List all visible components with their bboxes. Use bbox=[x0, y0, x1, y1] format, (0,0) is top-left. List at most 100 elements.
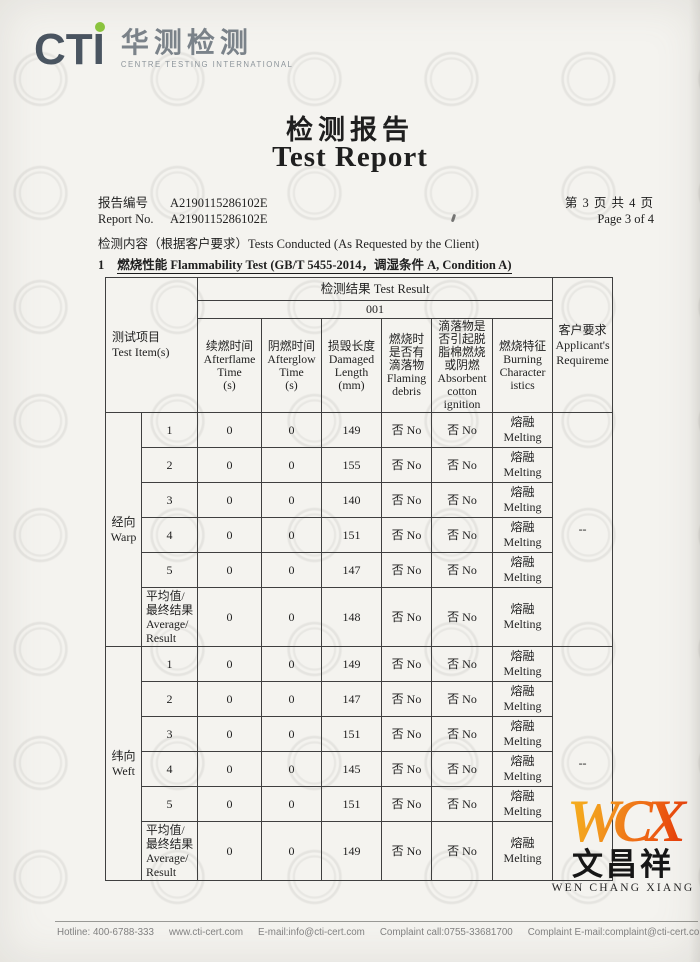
header-absorbent-cotton: 滴落物是 否引起脱 脂棉燃烧 或阴燃 Absorbent cotton igni… bbox=[431, 318, 494, 413]
footer-contact-bar: Hotline: 400-6788-333 www.cti-cert.com E… bbox=[57, 927, 700, 938]
specimen-label-cell: 1 bbox=[140, 412, 199, 448]
table-row: 平均值/ 最终结果 Average/ Result 0 0 149 否 No 否… bbox=[106, 821, 613, 881]
test-result-table-wrap: 测试项目 Test Item(s) 检测结果 Test Result 客户要求 … bbox=[104, 277, 614, 881]
table-row: 纬向 Weft 1 0 0 149 否 No 否 No 熔融 Melting -… bbox=[105, 646, 614, 881]
damaged-length-cell: 151 bbox=[321, 786, 383, 822]
report-no-row-cn: 报告编号 A2190115286102E bbox=[98, 195, 654, 211]
header-flaming-debris: 燃烧时 是否有 滴落物 Flaming debris bbox=[381, 318, 433, 413]
afterflame-cell: 0 bbox=[197, 646, 263, 682]
page-indicator: 第 3 页 共 4 页 Page 3 of 4 bbox=[565, 195, 654, 227]
absorbent-cotton-cell: 否 No bbox=[431, 587, 494, 647]
burning-cell: 熔融 Melting bbox=[492, 587, 554, 647]
report-title-english: Test Report bbox=[272, 141, 428, 173]
afterglow-cell: 0 bbox=[261, 681, 323, 717]
flaming-debris-cell: 否 No bbox=[381, 821, 433, 881]
table-row: 续燃时间 Afterflame Time (s) 阴燃时间 Afterglow … bbox=[106, 318, 613, 413]
afterglow-cell: 0 bbox=[261, 646, 323, 682]
burning-cell: 熔融 Melting bbox=[492, 552, 554, 588]
absorbent-cotton-cell: 否 No bbox=[431, 716, 494, 752]
table-row: 经向 Warp 1 0 0 149 否 No 否 No 熔融 Melting -… bbox=[105, 412, 614, 647]
absorbent-cotton-cell: 否 No bbox=[431, 646, 494, 682]
specimen-label-cell: 5 bbox=[140, 786, 199, 822]
burning-cell: 熔融 Melting bbox=[492, 447, 554, 483]
report-no-label-en: Report No. bbox=[98, 212, 154, 226]
afterflame-cell: 0 bbox=[197, 447, 263, 483]
damaged-length-cell: 149 bbox=[321, 821, 383, 881]
damaged-length-cell: 145 bbox=[321, 751, 383, 787]
damaged-length-cell: 147 bbox=[321, 681, 383, 717]
table-row: 5 0 0 147 否 No 否 No 熔融 Melting bbox=[106, 552, 613, 588]
group-label-weft: 纬向 Weft bbox=[105, 646, 142, 881]
header-burning-characteristics: 燃烧特征 Burning Character istics bbox=[492, 318, 554, 413]
specimen-label-cell: 4 bbox=[140, 517, 199, 553]
absorbent-cotton-cell: 否 No bbox=[431, 517, 494, 553]
wcx-logo-chinese: 文昌祥 bbox=[572, 847, 674, 882]
report-info-block: 报告编号 A2190115286102E Report No. A2190115… bbox=[98, 195, 654, 227]
burning-cell: 熔融 Melting bbox=[492, 751, 554, 787]
flaming-debris-cell: 否 No bbox=[381, 552, 433, 588]
cti-logo-subtitle: CENTRE TESTING INTERNATIONAL bbox=[120, 60, 294, 69]
group-label-warp: 经向 Warp bbox=[105, 412, 142, 647]
footer-email: E-mail:info@cti-cert.com bbox=[257, 927, 365, 938]
flaming-debris-cell: 否 No bbox=[381, 517, 433, 553]
report-no-value-1: A2190115286102E bbox=[170, 196, 268, 210]
absorbent-cotton-cell: 否 No bbox=[431, 681, 494, 717]
burning-cell: 熔融 Melting bbox=[492, 412, 554, 448]
specimen-label-cell: 2 bbox=[140, 447, 199, 483]
table-row: 平均值/ 最终结果 Average/ Result 0 0 148 否 No 否… bbox=[106, 587, 613, 647]
footer-complaint-email: Complaint E-mail:complaint@cti-cert.com bbox=[527, 927, 700, 938]
afterglow-cell: 0 bbox=[261, 821, 323, 881]
specimen-label-cell: 4 bbox=[140, 751, 199, 787]
afterflame-cell: 0 bbox=[197, 751, 263, 787]
flaming-debris-cell: 否 No bbox=[381, 412, 433, 448]
afterflame-cell: 0 bbox=[197, 482, 263, 518]
damaged-length-cell: 155 bbox=[321, 447, 383, 483]
test-result-table: 测试项目 Test Item(s) 检测结果 Test Result 客户要求 … bbox=[104, 277, 614, 881]
table-row: 测试项目 Test Item(s) 检测结果 Test Result 客户要求 … bbox=[104, 277, 614, 413]
burning-cell: 熔融 Melting bbox=[492, 482, 554, 518]
flaming-debris-cell: 否 No bbox=[381, 447, 433, 483]
cti-logo-chinese: 华测检测 bbox=[120, 27, 253, 58]
table-row: 5 0 0 151 否 No 否 No 熔融 Melting bbox=[106, 786, 613, 822]
absorbent-cotton-cell: 否 No bbox=[431, 821, 494, 881]
afterglow-cell: 0 bbox=[261, 786, 323, 822]
report-no-value-2: A2190115286102E bbox=[170, 212, 268, 226]
flaming-debris-cell: 否 No bbox=[381, 482, 433, 518]
cti-logo-letters: CTI bbox=[34, 25, 105, 74]
flaming-debris-cell: 否 No bbox=[381, 681, 433, 717]
footer-hotline: Hotline: 400-6788-333 bbox=[57, 927, 154, 938]
cti-logo-dot-icon bbox=[95, 22, 105, 32]
afterglow-cell: 0 bbox=[261, 587, 323, 647]
footer-website: www.cti-cert.com bbox=[168, 927, 243, 938]
footer-complaint-call: Complaint call:0755-33681700 bbox=[379, 927, 513, 938]
afterflame-cell: 0 bbox=[197, 552, 263, 588]
table-row: 4 0 0 151 否 No 否 No 熔融 Melting bbox=[106, 517, 613, 553]
absorbent-cotton-cell: 否 No bbox=[431, 552, 494, 588]
afterflame-cell: 0 bbox=[197, 716, 263, 752]
table-row: 2 0 0 155 否 No 否 No 熔融 Melting bbox=[106, 447, 613, 483]
afterflame-cell: 0 bbox=[197, 517, 263, 553]
average-label-cell: 平均值/ 最终结果 Average/ Result bbox=[140, 587, 199, 647]
afterglow-cell: 0 bbox=[261, 517, 323, 553]
burning-cell: 熔融 Melting bbox=[492, 716, 554, 752]
afterglow-cell: 0 bbox=[261, 412, 323, 448]
header-test-item: 测试项目 Test Item(s) bbox=[104, 277, 199, 413]
specimen-label-cell: 5 bbox=[140, 552, 199, 588]
damaged-length-cell: 149 bbox=[321, 646, 383, 682]
header-applicant-requirement: 客户要求 Applicant's Requireme bbox=[552, 277, 614, 413]
header-test-result: 检测结果 Test Result bbox=[197, 277, 554, 301]
cti-logo-text: CTI bbox=[34, 20, 105, 72]
page-indicator-cn: 第 3 页 共 4 页 bbox=[564, 196, 654, 210]
burning-cell: 熔融 Melting bbox=[492, 821, 554, 881]
damaged-length-cell: 148 bbox=[321, 587, 383, 647]
page-indicator-en: Page 3 of 4 bbox=[597, 212, 654, 226]
wcx-logo-english: WEN CHANG XIANG bbox=[551, 882, 695, 894]
header-sample-no: 001 bbox=[197, 300, 554, 319]
report-title-chinese: 检测报告 bbox=[286, 115, 414, 145]
absorbent-cotton-cell: 否 No bbox=[431, 751, 494, 787]
average-label-cell: 平均值/ 最终结果 Average/ Result bbox=[140, 821, 199, 881]
afterflame-cell: 0 bbox=[197, 587, 263, 647]
section-title: 燃烧性能 Flammability Test (GB/T 5455-2014，调… bbox=[117, 258, 512, 274]
tests-conducted-heading: 检测内容（根据客户要求）Tests Conducted (As Requeste… bbox=[98, 237, 480, 251]
afterflame-cell: 0 bbox=[197, 412, 263, 448]
